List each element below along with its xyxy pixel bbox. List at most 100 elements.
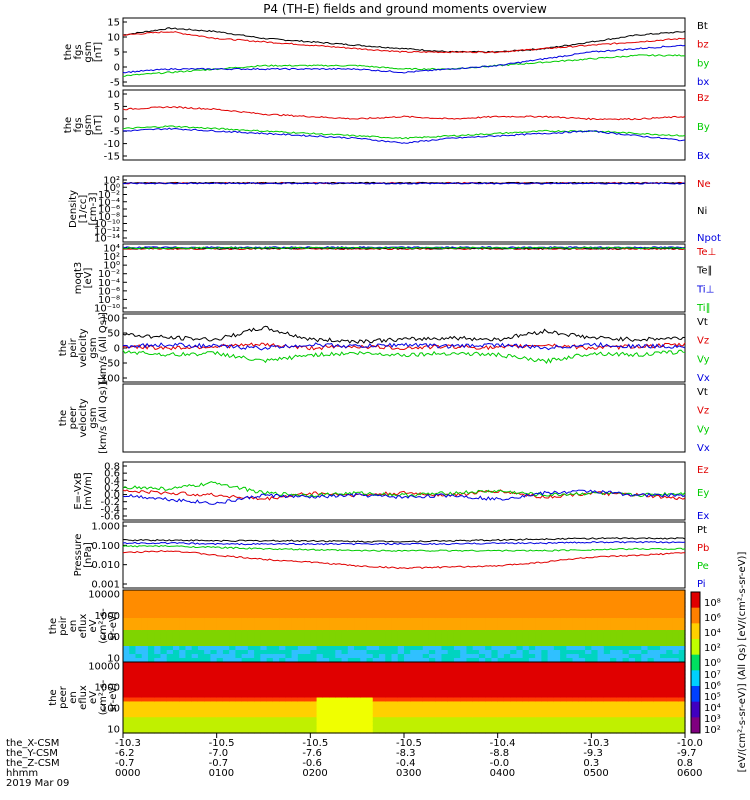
heatmap-cell bbox=[435, 650, 443, 655]
y-axis-label-line: [nT] bbox=[93, 42, 104, 62]
heatmap-cell bbox=[460, 697, 468, 703]
heatmap-cell bbox=[254, 594, 261, 599]
heatmap-cell bbox=[616, 638, 624, 643]
heatmap-cell bbox=[341, 634, 349, 639]
heatmap-cell bbox=[510, 677, 517, 683]
heatmap-cell bbox=[235, 665, 243, 671]
heatmap-cell bbox=[660, 606, 667, 611]
heatmap-cell bbox=[291, 654, 299, 659]
heatmap-cell bbox=[635, 646, 642, 651]
heatmap-cell bbox=[216, 642, 224, 647]
heatmap-cell bbox=[578, 646, 586, 651]
heatmap-cell bbox=[603, 697, 611, 703]
heatmap-cell bbox=[491, 594, 499, 599]
heatmap-cell bbox=[416, 729, 424, 734]
heatmap-cell bbox=[379, 677, 386, 683]
heatmap-cell bbox=[472, 618, 480, 623]
heatmap-cell bbox=[216, 705, 224, 710]
heatmap-cell bbox=[222, 622, 230, 627]
heatmap-cell bbox=[241, 650, 249, 655]
heatmap-cell bbox=[316, 638, 324, 643]
heatmap-cell bbox=[341, 677, 349, 683]
heatmap-cell bbox=[660, 650, 667, 655]
heatmap-cell bbox=[360, 650, 368, 655]
heatmap-cell bbox=[616, 654, 624, 659]
heatmap-cell bbox=[653, 602, 661, 607]
y-axis-label-line: the bbox=[48, 689, 59, 705]
heatmap-cell bbox=[310, 705, 318, 710]
heatmap-cell bbox=[266, 594, 274, 599]
heatmap-cell bbox=[272, 713, 280, 718]
heatmap-cell bbox=[347, 602, 355, 607]
heatmap-cell bbox=[216, 602, 224, 607]
heatmap-cell bbox=[585, 709, 592, 714]
heatmap-cell bbox=[491, 654, 499, 659]
heatmap-cell bbox=[416, 685, 424, 691]
heatmap-cell bbox=[322, 709, 330, 714]
heatmap-cell bbox=[154, 717, 162, 722]
heatmap-cell bbox=[347, 701, 355, 706]
heatmap-cell bbox=[422, 669, 430, 675]
heatmap-cell bbox=[204, 646, 212, 651]
heatmap-cell bbox=[647, 697, 655, 703]
heatmap-cell bbox=[279, 614, 286, 619]
heatmap-cell bbox=[472, 654, 480, 659]
heatmap-cell bbox=[329, 717, 336, 722]
heatmap-cell bbox=[472, 709, 480, 714]
heatmap-cell bbox=[247, 689, 255, 695]
heatmap-cell bbox=[216, 681, 224, 687]
heatmap-cell bbox=[397, 638, 405, 643]
heatmap-cell bbox=[503, 681, 511, 687]
heatmap-cell bbox=[566, 689, 574, 695]
heatmap-cell bbox=[310, 598, 318, 603]
heatmap-cell bbox=[304, 725, 311, 730]
heatmap-cell bbox=[622, 689, 630, 695]
heatmap-cell bbox=[491, 725, 499, 730]
heatmap-cell bbox=[304, 693, 311, 699]
heatmap-cell bbox=[291, 626, 299, 631]
heatmap-cell bbox=[279, 721, 286, 726]
heatmap-cell bbox=[291, 650, 299, 655]
heatmap-cell bbox=[603, 638, 611, 643]
heatmap-cell bbox=[416, 610, 424, 615]
heatmap-cell bbox=[260, 614, 268, 619]
heatmap-cell bbox=[553, 658, 561, 663]
heatmap-cell bbox=[666, 717, 674, 722]
heatmap-cell bbox=[372, 725, 380, 730]
heatmap-cell bbox=[610, 650, 617, 655]
heatmap-cell bbox=[603, 594, 611, 599]
heatmap-cell bbox=[428, 634, 436, 639]
heatmap-cell bbox=[222, 685, 230, 691]
heatmap-cell bbox=[610, 610, 617, 615]
heatmap-cell bbox=[229, 697, 236, 703]
heatmap-cell bbox=[329, 634, 336, 639]
heatmap-cell bbox=[560, 713, 567, 718]
heatmap-cell bbox=[522, 709, 530, 714]
heatmap-cell bbox=[628, 701, 636, 706]
heatmap-cell bbox=[522, 650, 530, 655]
heatmap-cell bbox=[560, 658, 567, 663]
heatmap-cell bbox=[172, 618, 180, 623]
heatmap-cell bbox=[291, 693, 299, 699]
heatmap-cell bbox=[460, 693, 468, 699]
heatmap-cell bbox=[123, 626, 130, 631]
heatmap-cell bbox=[191, 697, 199, 703]
heatmap-cell bbox=[435, 646, 443, 651]
heatmap-cell bbox=[379, 689, 386, 695]
heatmap-cell bbox=[241, 610, 249, 615]
heatmap-cell bbox=[522, 662, 530, 667]
heatmap-cell bbox=[160, 693, 168, 699]
heatmap-cell bbox=[285, 721, 293, 726]
heatmap-cell bbox=[410, 662, 418, 667]
heatmap-cell bbox=[123, 634, 130, 639]
heatmap-cell bbox=[435, 654, 443, 659]
heatmap-cell bbox=[222, 721, 230, 726]
heatmap-cell bbox=[241, 689, 249, 695]
heatmap-cell bbox=[535, 729, 542, 734]
heatmap-cell bbox=[628, 590, 636, 595]
series-line-bz bbox=[122, 31, 686, 54]
heatmap-cell bbox=[322, 725, 330, 730]
heatmap-cell bbox=[597, 709, 605, 714]
heatmap-cell bbox=[141, 590, 149, 595]
heatmap-cell bbox=[391, 598, 399, 603]
